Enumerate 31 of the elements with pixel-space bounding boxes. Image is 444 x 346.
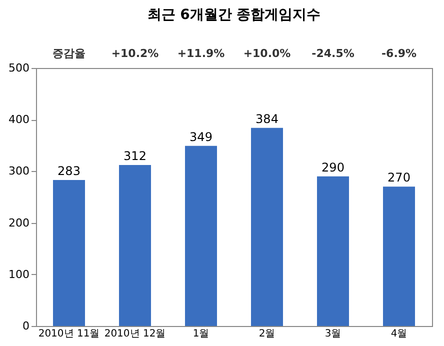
data-label: 349 — [190, 130, 212, 144]
x-tick-label: 2010년 12월 — [104, 328, 166, 340]
bar — [119, 165, 151, 326]
y-tick-label: 500 — [8, 62, 30, 74]
data-label: 270 — [388, 170, 410, 185]
text: -6.9% — [381, 47, 417, 60]
y-tick-label: 200 — [8, 216, 30, 230]
data-label: 283 — [58, 164, 80, 178]
text: +10.2% — [111, 47, 159, 60]
x-tick-label: 3월 — [324, 328, 342, 340]
text: 증감율 — [52, 47, 86, 60]
x-tick-label: 2010년 11월 — [38, 328, 100, 340]
bar — [383, 186, 415, 326]
text: +10.0% — [243, 47, 291, 60]
y-tick-label: 300 — [8, 164, 30, 178]
bar — [185, 146, 217, 326]
x-tick-label: 1월 — [192, 328, 210, 340]
x-tick-label: 4월 — [390, 328, 408, 340]
data-label: 312 — [124, 149, 146, 164]
bar — [53, 180, 85, 326]
bar — [251, 128, 283, 326]
x-tick-label: 2월 — [258, 328, 276, 340]
data-label: 290 — [322, 160, 344, 174]
text: -24.5% — [312, 47, 354, 60]
y-tick-label: 100 — [8, 268, 30, 281]
text: +11.9% — [177, 47, 225, 60]
data-label: 384 — [256, 112, 278, 126]
chart-title: 최근 6개월간 종합게임지수 — [147, 7, 321, 23]
bar — [317, 176, 349, 326]
y-tick-label: 0 — [22, 320, 30, 332]
y-tick-label: 400 — [8, 113, 30, 126]
